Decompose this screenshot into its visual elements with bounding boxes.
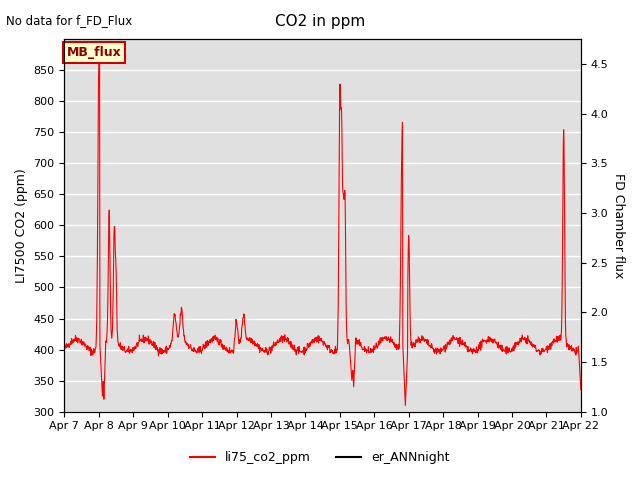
Text: CO2 in ppm: CO2 in ppm <box>275 14 365 29</box>
Y-axis label: FD Chamber flux: FD Chamber flux <box>612 173 625 278</box>
Y-axis label: LI7500 CO2 (ppm): LI7500 CO2 (ppm) <box>15 168 28 283</box>
Legend: li75_co2_ppm, er_ANNnight: li75_co2_ppm, er_ANNnight <box>186 446 454 469</box>
Text: MB_flux: MB_flux <box>67 46 122 59</box>
Text: No data for f_FD_Flux: No data for f_FD_Flux <box>6 14 132 27</box>
